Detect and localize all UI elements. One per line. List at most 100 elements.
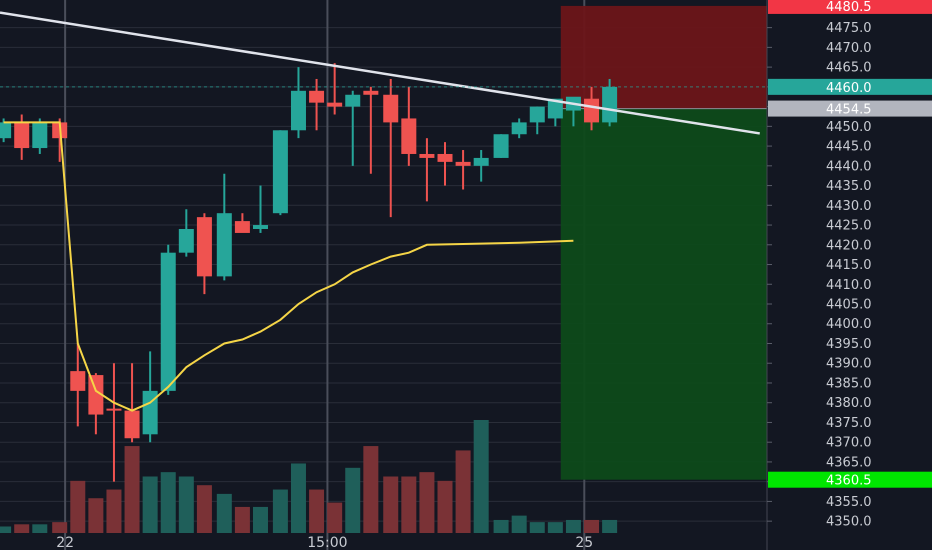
volume-bar xyxy=(0,526,12,533)
candle-body xyxy=(511,122,527,135)
price-label-box xyxy=(768,100,932,117)
volume-bar xyxy=(290,463,306,533)
price-tick-label: 4350.0 xyxy=(826,515,872,530)
price-tick-label: 4465.0 xyxy=(826,61,872,76)
candles[interactable] xyxy=(0,63,618,482)
volume-bar xyxy=(383,476,399,533)
candle-body xyxy=(32,122,48,149)
price-label-box xyxy=(768,471,932,488)
price-tick-label: 4470.0 xyxy=(826,41,872,56)
price-tick-label: 4385.0 xyxy=(826,376,872,391)
volume-bar xyxy=(14,524,30,533)
price-label-text: 4460.0 xyxy=(826,81,872,96)
price-label-box xyxy=(768,78,932,95)
candle-body xyxy=(272,130,288,214)
candle-body xyxy=(584,98,600,123)
candle-body xyxy=(327,102,343,107)
trendline-line xyxy=(0,11,760,135)
price-tick-label: 4415.0 xyxy=(826,258,872,273)
time-tick-label: 15:00 xyxy=(307,535,347,550)
volume-bar xyxy=(160,472,176,533)
volume-bar xyxy=(234,506,250,533)
volume-bar xyxy=(216,493,232,533)
volume-bar xyxy=(363,446,379,533)
volume-bar xyxy=(309,489,325,533)
volume-bar xyxy=(52,522,68,533)
price-tick-label: 4440.0 xyxy=(826,159,872,174)
price-label-text: 4360.5 xyxy=(826,474,872,489)
volume-bar xyxy=(345,467,361,533)
volume-bar xyxy=(106,489,122,533)
position-tool[interactable] xyxy=(560,5,767,480)
stop-loss-zone xyxy=(560,5,767,109)
take-profit-zone xyxy=(560,108,767,480)
price-tick-label: 4420.0 xyxy=(826,238,872,253)
volume-bar xyxy=(419,472,435,533)
volume-bar xyxy=(124,446,140,533)
volume-bar xyxy=(32,524,48,533)
volume-bar xyxy=(142,476,158,533)
price-tick-label: 4410.0 xyxy=(826,278,872,293)
price-tick-label: 4430.0 xyxy=(826,199,872,214)
candle-body xyxy=(547,98,563,119)
volume-bar xyxy=(327,502,343,533)
volume-bar xyxy=(529,522,545,533)
volume-bars xyxy=(0,420,618,533)
candle-body xyxy=(88,375,104,415)
trendline[interactable] xyxy=(0,11,760,135)
time-tick-label: 25 xyxy=(575,535,593,550)
price-tick-label: 4370.0 xyxy=(826,436,872,451)
candle-body xyxy=(124,410,140,439)
volume-bar xyxy=(584,519,600,533)
volume-bar xyxy=(196,485,212,533)
volume-bar xyxy=(88,498,104,533)
volume-bar xyxy=(547,522,563,533)
price-label-text: 4480.5 xyxy=(826,0,872,15)
volume-bar xyxy=(178,476,194,533)
volume-bar xyxy=(511,515,527,533)
price-tick-label: 4375.0 xyxy=(826,416,872,431)
volume-bar xyxy=(437,480,453,533)
volume-bar xyxy=(401,476,417,533)
candle-body xyxy=(0,122,12,139)
price-tick-label: 4395.0 xyxy=(826,337,872,352)
candle-body xyxy=(309,90,325,103)
volume-bar xyxy=(252,506,268,533)
candle-body xyxy=(473,157,489,166)
moving-average xyxy=(3,121,574,412)
price-tick-label: 4425.0 xyxy=(826,219,872,234)
price-label-box xyxy=(768,0,932,14)
candle-body xyxy=(455,161,471,166)
price-tick-label: 4355.0 xyxy=(826,495,872,510)
candle-body xyxy=(363,90,379,95)
candle-body xyxy=(252,225,268,229)
candle-body xyxy=(216,213,232,277)
candle-body xyxy=(493,134,509,158)
volume-bar xyxy=(455,450,471,533)
price-tick-label: 4435.0 xyxy=(826,179,872,194)
candle-body xyxy=(234,221,250,233)
volume-bar xyxy=(272,489,288,533)
candle-body xyxy=(437,153,453,162)
price-label-text: 4454.5 xyxy=(826,103,872,118)
candle-body xyxy=(401,118,417,154)
price-tick-label: 4450.0 xyxy=(826,120,872,135)
candle-body xyxy=(106,408,122,411)
volume-bar xyxy=(70,480,86,533)
price-tick-label: 4390.0 xyxy=(826,357,872,372)
candle-body xyxy=(345,94,361,107)
candle-body xyxy=(160,252,176,391)
volume-bar xyxy=(473,420,489,533)
time-axis-ticks: 22 15:00 25 xyxy=(56,535,593,550)
price-tick-label: 4380.0 xyxy=(826,396,872,411)
candle-body xyxy=(602,86,618,123)
price-axis-labels: 4480.5 4460.0 4454.5 4360.5 xyxy=(768,0,932,489)
candle-body xyxy=(142,390,158,435)
price-tick-label: 4475.0 xyxy=(826,21,872,36)
candle-body xyxy=(14,122,30,149)
candle-body xyxy=(70,371,86,391)
volume-bar xyxy=(565,519,581,533)
price-tick-label: 4365.0 xyxy=(826,455,872,470)
ma-line xyxy=(3,121,574,412)
